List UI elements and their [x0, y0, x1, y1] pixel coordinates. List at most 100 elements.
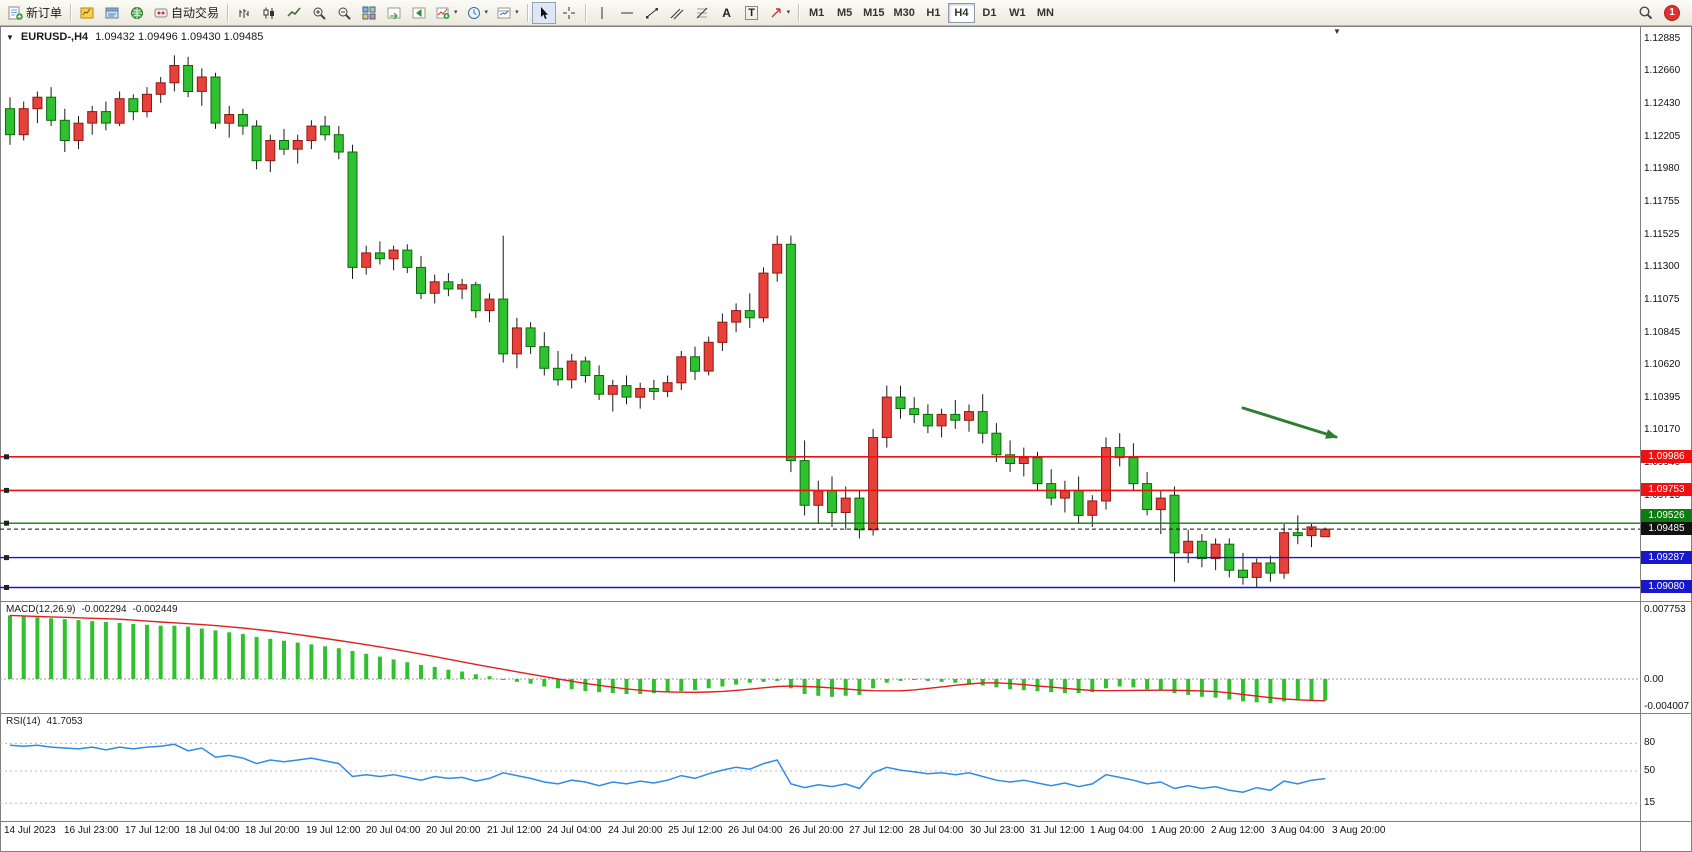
macd-bar	[446, 669, 451, 679]
candle	[429, 281, 440, 294]
candle	[183, 65, 194, 92]
indicators-button[interactable]: ▾	[432, 2, 462, 24]
timeframe-button-mn[interactable]: MN	[1032, 3, 1059, 23]
candle	[731, 310, 742, 323]
macd-bar	[583, 679, 588, 692]
timeframe-button-m5[interactable]: M5	[831, 3, 858, 23]
dropdown-caret-icon: ▾	[786, 9, 791, 16]
new-chart-button[interactable]	[75, 2, 99, 24]
candle	[46, 96, 57, 121]
vertical-line-button[interactable]	[590, 2, 614, 24]
trendline-button[interactable]	[640, 2, 664, 24]
cursor-button[interactable]	[531, 1, 556, 24]
timeframe-button-m1[interactable]: M1	[803, 3, 830, 23]
candlestick-chart-button[interactable]	[257, 2, 281, 24]
candle	[1018, 457, 1029, 465]
macd-bar	[103, 622, 108, 679]
text-label-button[interactable]: T	[740, 2, 764, 24]
timeframe-button-w1[interactable]: W1	[1004, 3, 1031, 23]
macd-bar	[227, 632, 232, 679]
profiles-icon	[105, 7, 119, 18]
symbol-collapse-icon[interactable]: ▼	[6, 32, 14, 42]
candle	[169, 65, 180, 84]
macd-bar	[720, 679, 725, 687]
macd-bar	[1062, 679, 1067, 693]
zoom-out-icon	[338, 7, 351, 20]
line-handle[interactable]	[4, 520, 9, 526]
rsi-header: RSI(14) 41.7053	[6, 716, 83, 727]
candle	[827, 490, 837, 513]
fibonacci-button[interactable]	[690, 2, 714, 24]
toolbar-right-tools: 1	[1633, 2, 1688, 24]
candle	[868, 437, 879, 531]
line-handle[interactable]	[4, 555, 9, 561]
bar-chart-button[interactable]	[232, 2, 256, 24]
profiles-button[interactable]	[100, 2, 124, 24]
annotation-arrow[interactable]	[1241, 406, 1338, 439]
candle	[607, 385, 618, 395]
line-handle[interactable]	[4, 487, 9, 493]
arrows-button[interactable]: ▾	[765, 2, 795, 24]
candle	[347, 151, 358, 268]
candle	[799, 460, 810, 506]
templates-button[interactable]: ▾	[493, 2, 523, 24]
timeframe-button-h1[interactable]: H1	[920, 3, 947, 23]
candle	[1251, 562, 1262, 578]
candle	[443, 281, 454, 290]
macd-bar	[843, 679, 848, 696]
candle	[59, 119, 70, 142]
line-chart-button[interactable]	[282, 2, 306, 24]
candle	[18, 108, 29, 136]
text-button[interactable]: A	[715, 2, 739, 24]
search-button[interactable]	[1633, 2, 1657, 24]
macd-bar	[432, 666, 437, 679]
line-handle[interactable]	[4, 585, 9, 590]
macd-bar	[912, 679, 917, 680]
macd-bar	[8, 615, 12, 679]
candle	[1265, 562, 1276, 574]
candle	[662, 382, 673, 392]
equidistant-channel-button[interactable]	[665, 2, 689, 24]
market-watch-button[interactable]	[125, 2, 149, 24]
horizontal-line-icon	[620, 12, 633, 13]
zoom-out-button[interactable]	[332, 2, 356, 24]
timeframe-button-h4[interactable]: H4	[947, 2, 975, 23]
timeframe-button-m15[interactable]: M15	[859, 3, 888, 23]
candle	[279, 140, 289, 150]
macd-bar	[1268, 679, 1273, 704]
macd-bar	[1049, 679, 1054, 693]
horizontal-line-button[interactable]	[615, 2, 639, 24]
macd-bar	[35, 617, 40, 679]
macd-bar	[1282, 679, 1287, 702]
zoom-in-button[interactable]	[307, 2, 331, 24]
chart-shift-icon	[412, 7, 426, 18]
crosshair-button[interactable]	[557, 2, 581, 24]
macd-bar	[1254, 679, 1259, 703]
periods-button[interactable]: ▾	[463, 2, 493, 24]
line-handle[interactable]	[4, 454, 9, 460]
macd-bar	[1104, 679, 1108, 689]
macd-bar	[1158, 679, 1163, 691]
macd-bar	[734, 679, 739, 685]
macd-bar	[1309, 679, 1314, 701]
notification-badge[interactable]: 1	[1664, 4, 1680, 21]
auto-scroll-button[interactable]	[382, 2, 406, 24]
ohlc-values: 1.09432 1.09496 1.09430 1.09485	[95, 31, 264, 43]
tile-windows-button[interactable]	[357, 2, 381, 24]
macd-bar	[350, 651, 355, 679]
candle	[1306, 526, 1317, 537]
macd-value-signal: -0.002449	[132, 604, 178, 615]
macd-bar	[1172, 679, 1177, 693]
timeframe-button-d1[interactable]: D1	[976, 3, 1003, 23]
macd-bar	[542, 679, 547, 687]
candle	[690, 356, 700, 372]
macd-bar	[1090, 679, 1095, 693]
autotrading-button[interactable]: 自动交易	[150, 2, 223, 24]
timeframe-button-m30[interactable]: M30	[890, 3, 919, 23]
new-order-button[interactable]: 新订单	[4, 2, 66, 24]
bar-chart-icon	[239, 8, 249, 18]
candle	[525, 327, 536, 348]
candle	[32, 96, 43, 110]
chart-shift-button[interactable]	[407, 2, 431, 24]
